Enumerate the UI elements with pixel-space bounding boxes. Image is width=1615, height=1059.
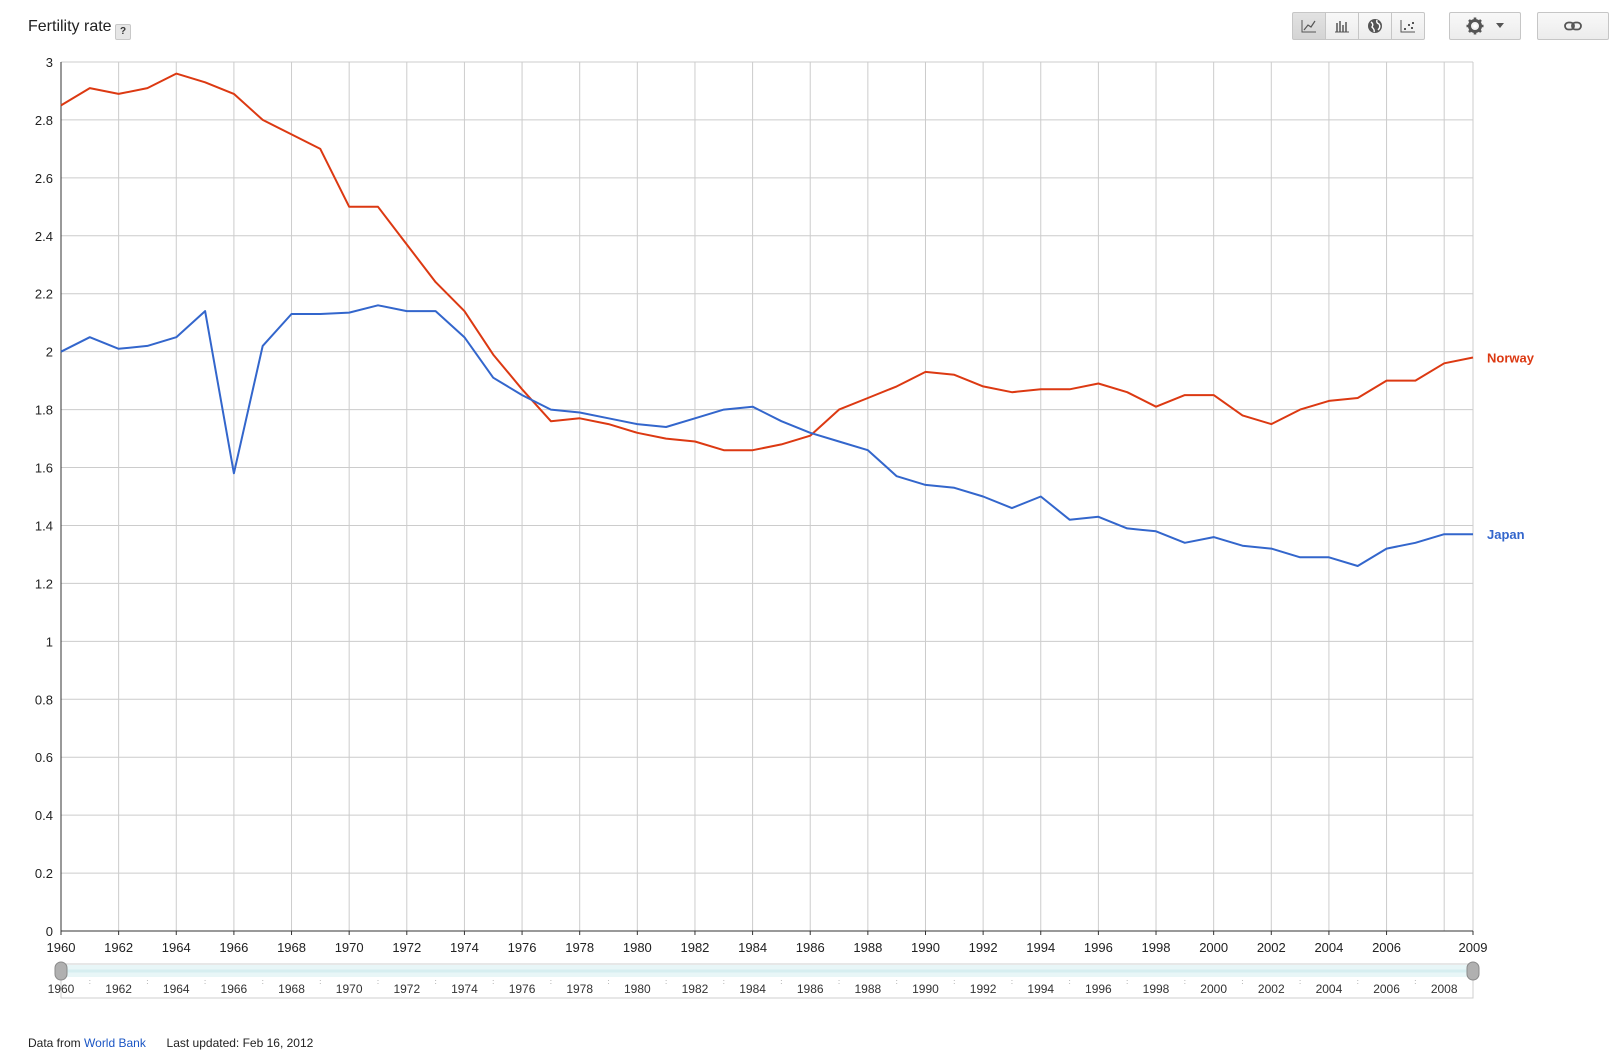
x-tick-label: 2006: [1372, 940, 1401, 955]
x-tick-label: 1998: [1142, 940, 1171, 955]
x-tick-label: 1978: [565, 940, 594, 955]
timeline-tick-label: 1960: [48, 982, 75, 996]
link-icon: [1564, 21, 1582, 31]
x-tick-label: 1994: [1026, 940, 1055, 955]
y-tick-label: 1.8: [35, 403, 53, 418]
x-tick-label: 2002: [1257, 940, 1286, 955]
x-tick-label: 2000: [1199, 940, 1228, 955]
bar-chart-button[interactable]: [1325, 12, 1359, 40]
chart-type-toolbar: [1292, 12, 1425, 42]
scatter-icon: [1400, 20, 1415, 33]
y-tick-label: 1.4: [35, 518, 53, 533]
y-tick-label: 0.8: [35, 692, 53, 707]
help-button[interactable]: ?: [115, 24, 131, 40]
timeline-tick-label: 1990: [912, 982, 939, 996]
series-line-norway: [60, 72, 1474, 452]
x-tick-label: 1964: [162, 940, 191, 955]
y-tick-label: 0.4: [35, 808, 53, 823]
x-tick-label: 1980: [623, 940, 652, 955]
x-tick-label: 1982: [680, 940, 709, 955]
timeline-tick-label: 1984: [739, 982, 766, 996]
gear-icon: [1466, 17, 1484, 35]
x-tick-label: 1992: [969, 940, 998, 955]
scatter-chart-button[interactable]: [1391, 12, 1425, 40]
x-tick-label: 1984: [738, 940, 767, 955]
chevron-down-icon: [1496, 23, 1504, 28]
timeline-handle-end[interactable]: [1466, 961, 1480, 981]
timeline-tick-label: 1972: [393, 982, 420, 996]
y-tick-label: 2: [46, 345, 53, 360]
timeline-tick-label: 2006: [1373, 982, 1400, 996]
x-tick-label: 1960: [47, 940, 76, 955]
x-tick-label: 1966: [219, 940, 248, 955]
timeline-tick-label: 1996: [1085, 982, 1112, 996]
timeline-tick-label: 1998: [1143, 982, 1170, 996]
timeline-tick-label: 1976: [509, 982, 536, 996]
timeline-tick-label: 1970: [336, 982, 363, 996]
series-label-japan: Japan: [1487, 527, 1525, 542]
timeline-tick-label: 2004: [1316, 982, 1343, 996]
timeline-tick-label: 2008: [1431, 982, 1458, 996]
y-tick-label: 3: [46, 55, 53, 70]
timeline-tick-label: 1968: [278, 982, 305, 996]
x-tick-label: 1990: [911, 940, 940, 955]
y-tick-label: 0.2: [35, 866, 53, 881]
series-line-japan: [60, 304, 1473, 567]
x-tick-label: 1986: [796, 940, 825, 955]
timeline-tick-label: 1980: [624, 982, 651, 996]
y-axis-ticks: 0 0.2 0.4 0.6 0.8 1 1.2 1.4 1.6 1.8 2 2.2 2.4 2.6 2.8 3: [35, 55, 53, 939]
timeline-handle-start[interactable]: [54, 961, 68, 981]
line-chart-icon: [1301, 20, 1316, 33]
timeline-tick-label: 1992: [970, 982, 997, 996]
y-tick-label: 1: [46, 634, 53, 649]
timeline-tick-label: 2000: [1200, 982, 1227, 996]
link-button[interactable]: [1537, 12, 1609, 40]
source-prefix: Data from: [28, 1036, 81, 1050]
y-tick-label: 0.6: [35, 750, 53, 765]
timeline-tick-label: 1964: [163, 982, 190, 996]
footer: Data from World Bank Last updated: Feb 1…: [28, 1036, 313, 1050]
timeline-slider[interactable]: 1960 1962 1964 1966 1968 1970 1972 1974 1976 1978…: [48, 961, 1480, 999]
x-tick-label: 1962: [104, 940, 133, 955]
y-tick-label: 0: [46, 924, 53, 939]
x-tick-label: 1974: [450, 940, 479, 955]
last-updated: Last updated: Feb 16, 2012: [166, 1036, 314, 1050]
timeline-tick-label: 1962: [105, 982, 132, 996]
y-tick-label: 1.2: [35, 576, 53, 591]
y-tick-label: 2.4: [35, 229, 53, 244]
x-tick-label: 2009: [1459, 940, 1488, 955]
timeline-tick-label: 1974: [451, 982, 478, 996]
chart-title: Fertility rate: [28, 18, 112, 35]
chart-grid: [60, 61, 1474, 932]
globe-icon: [1368, 19, 1382, 33]
x-tick-label: 1996: [1084, 940, 1113, 955]
y-tick-label: 1.6: [35, 461, 53, 476]
x-tick-label: 2004: [1314, 940, 1343, 955]
timeline-tick-label: 1978: [566, 982, 593, 996]
y-tick-label: 2.2: [35, 287, 53, 302]
x-tick-label: 1968: [277, 940, 306, 955]
settings-button[interactable]: [1449, 12, 1521, 40]
timeline-tick-label: 1988: [855, 982, 882, 996]
timeline-tick-label: 1994: [1027, 982, 1054, 996]
x-tick-label: 1972: [392, 940, 421, 955]
timeline-tick-label: 1986: [797, 982, 824, 996]
timeline-tick-label: 1982: [682, 982, 709, 996]
timeline-tick-label: 2002: [1258, 982, 1285, 996]
x-tick-label: 1970: [335, 940, 364, 955]
timeline-tick-label: 1966: [221, 982, 248, 996]
y-tick-label: 2.8: [35, 113, 53, 128]
x-tick-label: 1988: [853, 940, 882, 955]
x-axis-ticks: 1960 1962 1964 1966 1968 1970 1972 1974 1976 1978…: [47, 931, 1488, 955]
chart-series: Norway Japan: [60, 72, 1535, 567]
bar-chart-icon: [1335, 21, 1349, 33]
source-link[interactable]: World Bank: [84, 1036, 146, 1050]
series-label-norway: Norway: [1487, 350, 1535, 365]
x-tick-label: 1976: [508, 940, 537, 955]
y-tick-label: 2.6: [35, 171, 53, 186]
